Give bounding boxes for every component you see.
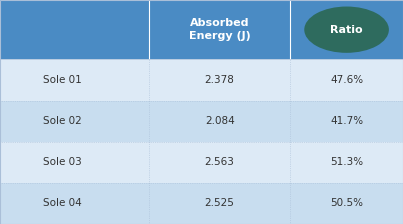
Bar [0,183,149,224]
Bar [290,59,403,101]
Text: Sole 04: Sole 04 [43,198,82,208]
Bar [149,101,290,142]
Text: 51.3%: 51.3% [330,157,363,167]
Text: Sole 02: Sole 02 [43,116,82,126]
Bar [0,59,149,101]
Bar [149,0,290,59]
Bar [0,142,149,183]
Ellipse shape [304,6,389,53]
Text: 41.7%: 41.7% [330,116,363,126]
Text: Absorbed
Energy (J): Absorbed Energy (J) [189,19,251,41]
Bar [0,101,149,142]
Bar [290,183,403,224]
Text: 2.563: 2.563 [205,157,235,167]
Bar [0,0,149,59]
Text: 47.6%: 47.6% [330,75,363,85]
Bar [290,101,403,142]
Bar [149,183,290,224]
Text: Sole 01: Sole 01 [43,75,82,85]
Text: 2.378: 2.378 [205,75,235,85]
Text: 50.5%: 50.5% [330,198,363,208]
Bar [290,142,403,183]
Bar [149,59,290,101]
Text: 2.084: 2.084 [205,116,235,126]
Text: Ratio: Ratio [330,25,363,35]
Bar [149,142,290,183]
Text: 2.525: 2.525 [205,198,235,208]
Bar [290,0,403,59]
Text: Sole 03: Sole 03 [43,157,82,167]
